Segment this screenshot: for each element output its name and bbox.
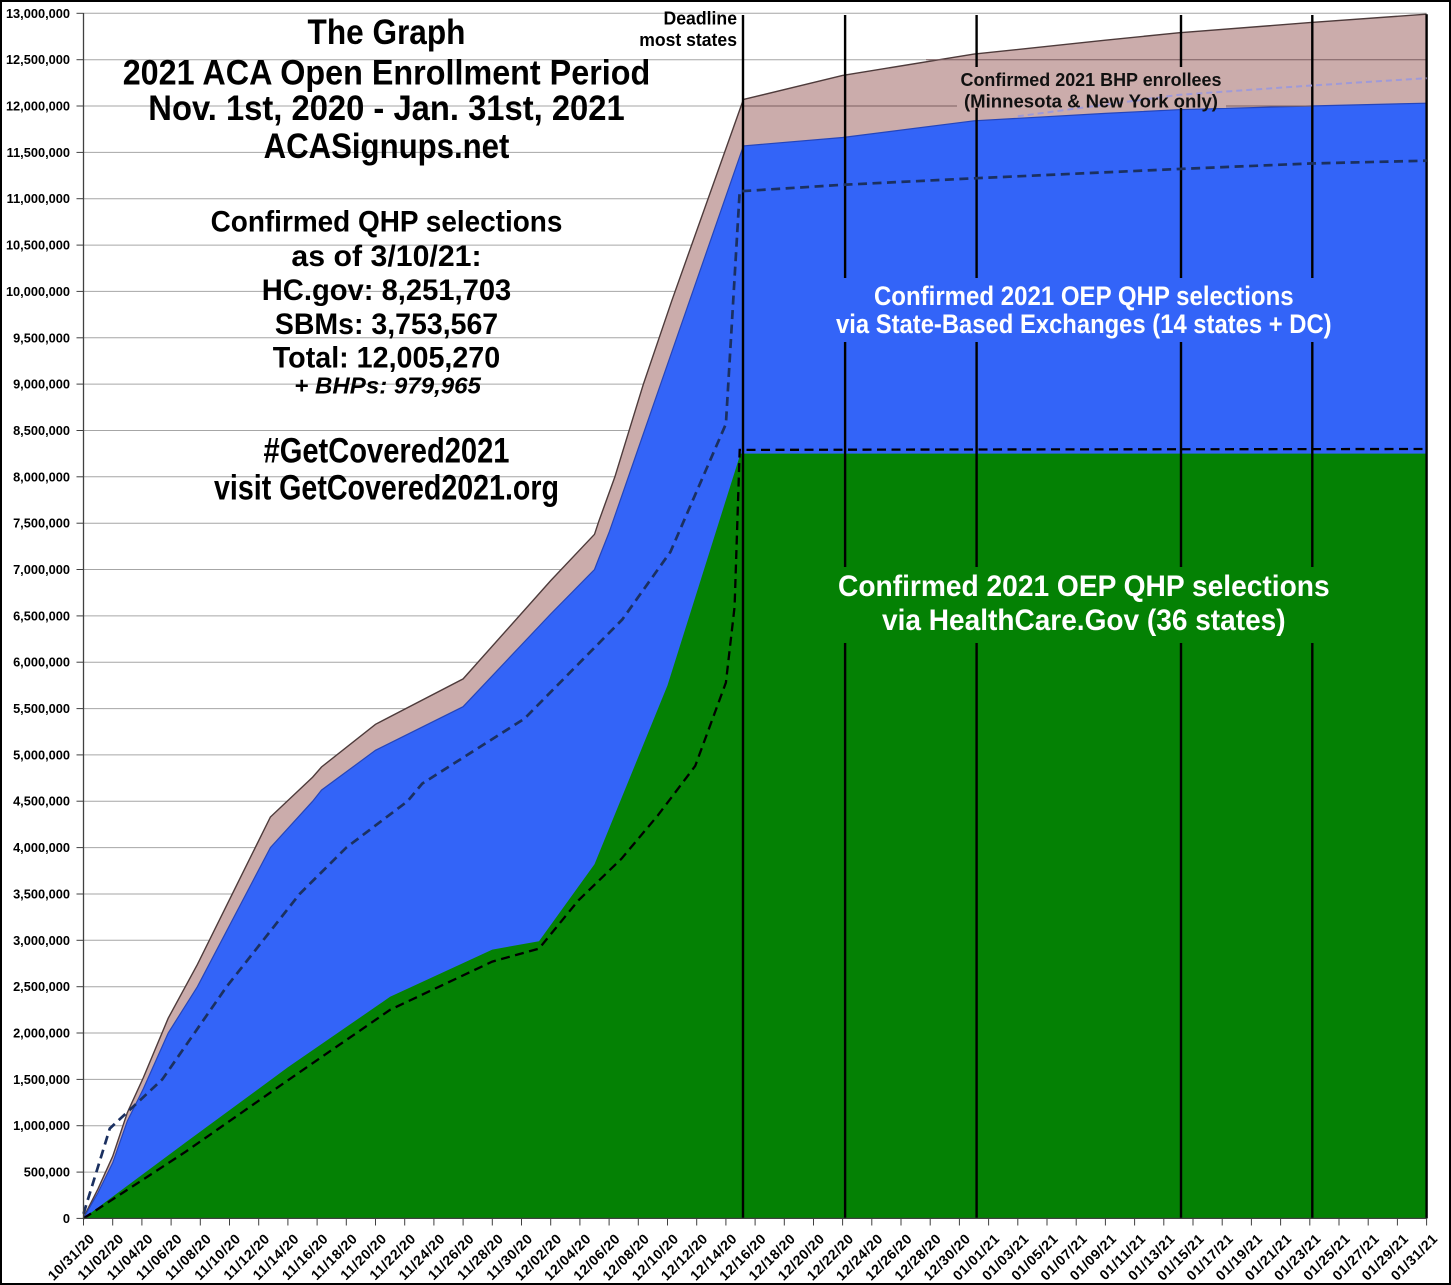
svg-text:4,000,000: 4,000,000 <box>13 840 70 855</box>
svg-text:via HealthCare.Gov (36 states): via HealthCare.Gov (36 states) <box>882 604 1286 637</box>
svg-text:9,000,000: 9,000,000 <box>13 377 70 392</box>
svg-text:11,000,000: 11,000,000 <box>7 191 70 206</box>
svg-text:6,500,000: 6,500,000 <box>13 608 70 623</box>
svg-text:ACASignups.net: ACASignups.net <box>264 126 510 166</box>
svg-text:SBMs: 3,753,567: SBMs: 3,753,567 <box>275 308 498 341</box>
svg-text:6,000,000: 6,000,000 <box>13 655 70 670</box>
svg-text:3,000,000: 3,000,000 <box>13 933 70 948</box>
svg-text:as of 3/10/21:: as of 3/10/21: <box>291 240 481 273</box>
svg-text:8,500,000: 8,500,000 <box>13 423 70 438</box>
svg-text:12,500,000: 12,500,000 <box>6 52 70 67</box>
svg-text:9,500,000: 9,500,000 <box>13 330 70 345</box>
svg-text:The Graph: The Graph <box>308 12 466 52</box>
svg-text:8,000,000: 8,000,000 <box>13 469 70 484</box>
svg-text:Confirmed QHP selections: Confirmed QHP selections <box>211 206 563 239</box>
svg-text:Confirmed 2021 OEP QHP selecti: Confirmed 2021 OEP QHP selections <box>838 570 1330 603</box>
svg-text:7,000,000: 7,000,000 <box>13 562 70 577</box>
svg-text:2,000,000: 2,000,000 <box>13 1026 70 1041</box>
svg-text:11,500,000: 11,500,000 <box>7 145 70 160</box>
svg-text:13,000,000: 13,000,000 <box>6 6 70 21</box>
svg-text:0: 0 <box>63 1211 70 1226</box>
svg-text:#GetCovered2021: #GetCovered2021 <box>264 431 510 471</box>
svg-text:Nov. 1st, 2020 - Jan. 31st, 20: Nov. 1st, 2020 - Jan. 31st, 2021 <box>148 88 624 128</box>
svg-text:via State-Based Exchanges (14: via State-Based Exchanges (14 states + D… <box>836 309 1332 339</box>
svg-text:Total: 12,005,270: Total: 12,005,270 <box>273 341 500 374</box>
svg-text:HC.gov: 8,251,703: HC.gov: 8,251,703 <box>262 274 512 307</box>
svg-text:5,000,000: 5,000,000 <box>13 747 70 762</box>
svg-text:2021 ACA Open Enrollment Perio: 2021 ACA Open Enrollment Period <box>123 53 651 93</box>
svg-text:500,000: 500,000 <box>24 1165 70 1180</box>
svg-text:1,500,000: 1,500,000 <box>13 1072 70 1087</box>
svg-text:1,000,000: 1,000,000 <box>13 1118 70 1133</box>
svg-text:3,500,000: 3,500,000 <box>13 887 70 902</box>
svg-text:+ BHPs: 979,965: + BHPs: 979,965 <box>294 372 482 398</box>
svg-text:10,500,000: 10,500,000 <box>6 238 70 253</box>
svg-text:5,500,000: 5,500,000 <box>13 701 70 716</box>
svg-text:4,500,000: 4,500,000 <box>13 794 70 809</box>
svg-text:Confirmed 2021 BHP enrollees: Confirmed 2021 BHP enrollees <box>961 70 1222 90</box>
svg-text:Confirmed 2021 OEP QHP selecti: Confirmed 2021 OEP QHP selections <box>874 281 1294 311</box>
svg-text:10,000,000: 10,000,000 <box>6 284 70 299</box>
svg-text:7,500,000: 7,500,000 <box>13 516 70 531</box>
svg-text:12,000,000: 12,000,000 <box>6 99 70 114</box>
svg-text:most states: most states <box>639 29 737 50</box>
svg-text:visit GetCovered2021.org: visit GetCovered2021.org <box>214 468 559 508</box>
svg-text:2,500,000: 2,500,000 <box>13 979 70 994</box>
svg-text:Deadline: Deadline <box>664 8 738 29</box>
svg-text:(Minnesota & New York only): (Minnesota & New York only) <box>964 92 1218 112</box>
